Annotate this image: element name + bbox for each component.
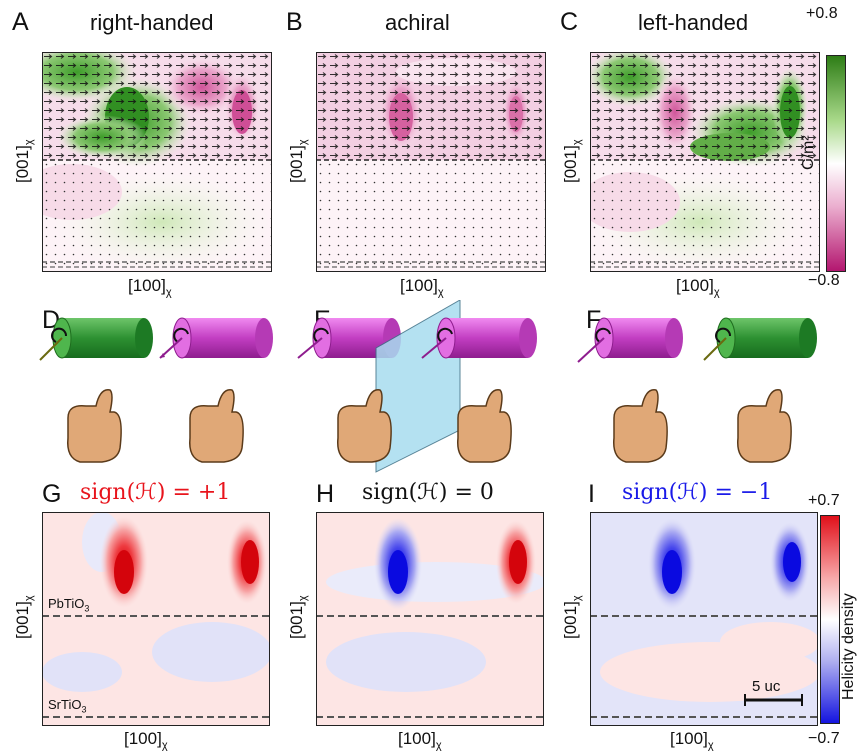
chirality-illustration <box>39 300 817 473</box>
panel-title-i: sign(ℋ) = −1 <box>622 480 773 505</box>
colorbar-top <box>826 55 846 272</box>
polarization-map-a <box>42 52 272 272</box>
panel-label-h: H <box>316 480 335 508</box>
y-axis-label-a: [001]χ <box>12 139 36 183</box>
x-axis-label-c: [100]χ <box>676 276 720 299</box>
scale-bar-label: 5 uc <box>752 678 781 695</box>
helicity-map-i <box>590 512 818 726</box>
y-axis-label-b: [001]χ <box>286 139 310 183</box>
panel-label-b: B <box>286 8 303 36</box>
helicity-map-g <box>42 512 270 726</box>
x-axis-label-h: [100]χ <box>398 729 442 752</box>
panel-title-b: achiral <box>385 10 450 35</box>
x-axis-label-i: [100]χ <box>670 729 714 752</box>
colorbar-bottom-max: +0.7 <box>808 492 840 509</box>
x-axis-label-a: [100]χ <box>128 276 172 299</box>
colorbar-top-max: +0.8 <box>806 5 838 22</box>
panel-label-g: G <box>42 480 62 508</box>
panel-title-a: right-handed <box>90 10 214 35</box>
colorbar-bottom <box>820 515 840 724</box>
y-axis-label-h: [001]χ <box>286 595 310 639</box>
y-axis-label-c: [001]χ <box>560 139 584 183</box>
polarization-map-b <box>316 52 546 272</box>
colorbar-top-unit: C/m² <box>800 135 817 170</box>
panel-title-g: sign(ℋ) = +1 <box>80 480 231 505</box>
x-axis-label-b: [100]χ <box>400 276 444 299</box>
thumbs-up-hand-icon <box>613 389 668 463</box>
thumbs-up-hand-icon <box>189 389 244 463</box>
panel-label-c: C <box>560 8 579 36</box>
panel-label-a: A <box>12 8 29 36</box>
magenta-cylinder-f-icon <box>577 317 683 363</box>
polarization-map-c <box>590 52 820 272</box>
panel-title-c: left-handed <box>638 10 749 35</box>
colorbar-top-min: −0.8 <box>808 272 840 289</box>
thumbs-up-hand-icon <box>737 389 792 463</box>
thumbs-up-hand-icon <box>457 389 512 463</box>
colorbar-bottom-min: −0.7 <box>808 730 840 747</box>
magenta-cylinder-icon <box>159 317 273 359</box>
panel-title-h: sign(ℋ) = 0 <box>362 480 494 505</box>
y-axis-label-g: [001]χ <box>12 595 36 639</box>
material-label-pbtio3: PbTiO3 <box>48 596 90 614</box>
material-label-srtio3: SrTiO3 <box>48 697 87 715</box>
y-axis-label-i: [001]χ <box>560 595 584 639</box>
thumbs-up-hand-icon <box>67 389 122 463</box>
x-axis-label-g: [100]χ <box>124 729 168 752</box>
panel-label-i: I <box>588 480 595 508</box>
green-cylinder-icon <box>39 317 153 361</box>
green-cylinder-f-icon <box>703 317 817 361</box>
thumbs-up-hand-icon <box>337 389 392 463</box>
magenta-cylinder-right-icon <box>421 317 537 359</box>
helicity-map-h <box>316 512 544 726</box>
colorbar-bottom-label: Helicity density <box>840 593 857 700</box>
